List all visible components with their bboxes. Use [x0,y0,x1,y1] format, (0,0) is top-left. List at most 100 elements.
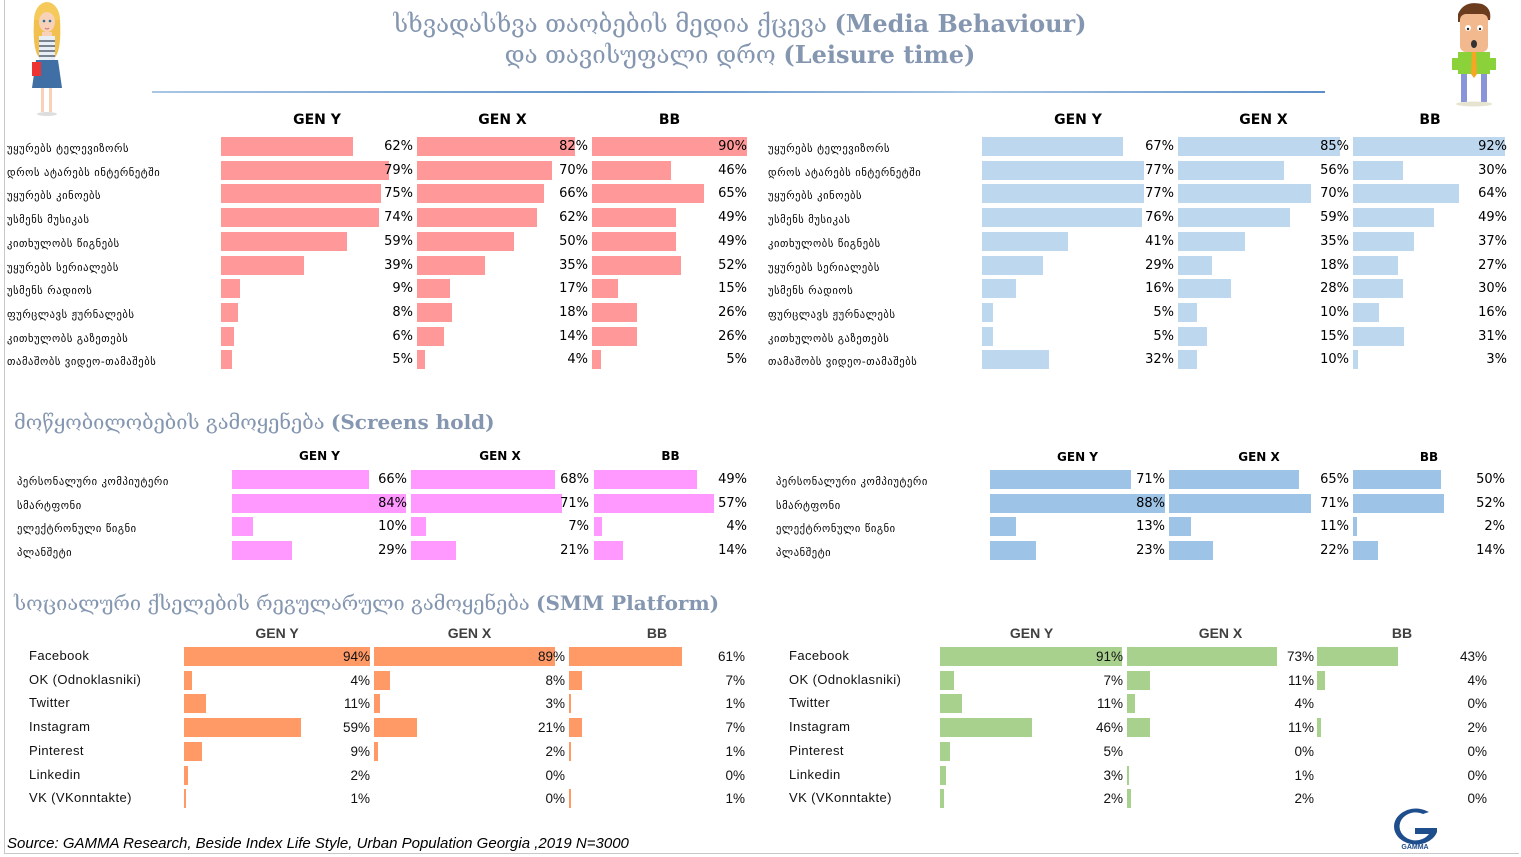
smm-section-title: სოციალური ქსელების რეგულარული გამოყენება… [14,591,719,615]
data-label: 4% [567,352,588,368]
bar [982,302,993,322]
screens-section-title: მოწყობილობების გამოყენება (Screens hold) [14,410,495,434]
data-label: 91% [1095,649,1123,664]
data-label: 49% [718,210,747,226]
column-header: GEN X [1239,112,1288,128]
bar [1317,742,1318,761]
title-english: (Media Behaviour) [834,9,1087,38]
data-label: 8% [545,672,565,688]
bar [374,741,379,761]
bar [374,718,417,738]
bar [982,137,1123,156]
bar [594,470,697,489]
bar [221,350,232,370]
data-label: 57% [718,495,747,511]
bar [990,470,1132,489]
data-label: 11% [1287,720,1314,736]
data-label: 18% [559,304,588,320]
bar [569,741,571,761]
bar [592,184,704,204]
bar [184,694,206,714]
data-label: 2% [350,767,370,783]
bar [221,184,381,204]
bar [184,718,301,738]
data-label: 0% [1467,767,1487,783]
bar [569,647,682,666]
data-label: 11% [343,696,370,712]
data-label: 26% [718,304,747,320]
data-label: 39% [384,257,413,273]
bar [411,517,426,536]
row-label: თამაშობს ვიდეო-თამაშებს [7,356,157,369]
data-label: 2% [1294,791,1314,807]
woman-character-icon [32,2,62,116]
bar [221,326,234,346]
bar [417,137,576,156]
bar [1353,540,1378,560]
data-label: 21% [537,720,565,736]
data-label: 29% [1145,257,1174,273]
bar [417,279,450,299]
bar [1353,160,1403,180]
bar [417,350,425,370]
row-label: VK (VKonntakte) [29,790,132,806]
data-label: 2% [545,743,565,759]
data-label: 0% [545,767,565,783]
row-label: ელექტრონული წიგნი [776,523,896,535]
data-label: 77% [1145,186,1174,202]
bar [1353,279,1403,299]
data-label: 3% [545,696,565,712]
bar [569,789,571,809]
column-header: BB [658,112,681,128]
column-header: GEN X [447,625,492,641]
data-label: 94% [342,649,370,664]
bar [1317,647,1398,666]
column-header: GEN Y [1009,625,1054,641]
data-label: 11% [1287,672,1314,688]
bar [592,326,637,346]
row-label: პლანშეტი [17,546,73,559]
bar [940,647,1122,666]
data-label: 62% [384,139,413,154]
screens-title-english: (Screens hold) [330,410,495,434]
data-label: 7% [725,672,745,688]
data-label: 0% [545,791,565,807]
bar [374,789,375,808]
bar [1317,718,1321,738]
column-header: BB [661,449,680,463]
column-header: GEN Y [1057,450,1098,464]
title-georgian: სხვადასხვა თაობების მედია ქცევა [393,10,827,38]
row-label: დროს ატარებს ინტერნეტში [7,166,161,179]
row-label: უყურებს ტელევიზორს [7,143,130,155]
bar [221,137,354,156]
bar [1353,184,1459,204]
bar [982,326,993,346]
row-label: უსმენს რადიოს [768,285,854,298]
row-label: OK (Odnoklasniki) [789,671,902,687]
data-label: 1% [1294,767,1314,783]
row-label: უყურებს კინოებს [768,190,863,203]
row-label: VK (VKonntakte) [789,790,892,806]
data-label: 70% [1320,186,1349,202]
data-label: 52% [718,257,747,273]
data-label: 4% [726,519,747,534]
bar [1178,137,1340,156]
bar [1178,279,1232,299]
column-header: BB [1419,450,1439,464]
data-label: 49% [718,472,747,487]
bar [592,302,637,322]
bar [990,493,1166,513]
row-label: თამაშობს ვიდეო-თამაშებს [768,356,918,369]
bar [1169,470,1299,489]
row-label: პერსონალური კომპიუტერი [17,476,169,488]
bar [417,326,445,346]
bar [1353,231,1415,251]
data-label: 10% [1320,352,1349,368]
screens-title-georgian: მოწყობილობების გამოყენება [14,410,325,434]
row-label: კითხულობს წიგნებს [768,237,881,250]
row-label: Pinterest [789,742,844,758]
data-label: 7% [1103,672,1123,688]
data-label: 9% [392,281,413,297]
data-label: 15% [718,281,747,297]
data-label: 10% [378,519,407,534]
